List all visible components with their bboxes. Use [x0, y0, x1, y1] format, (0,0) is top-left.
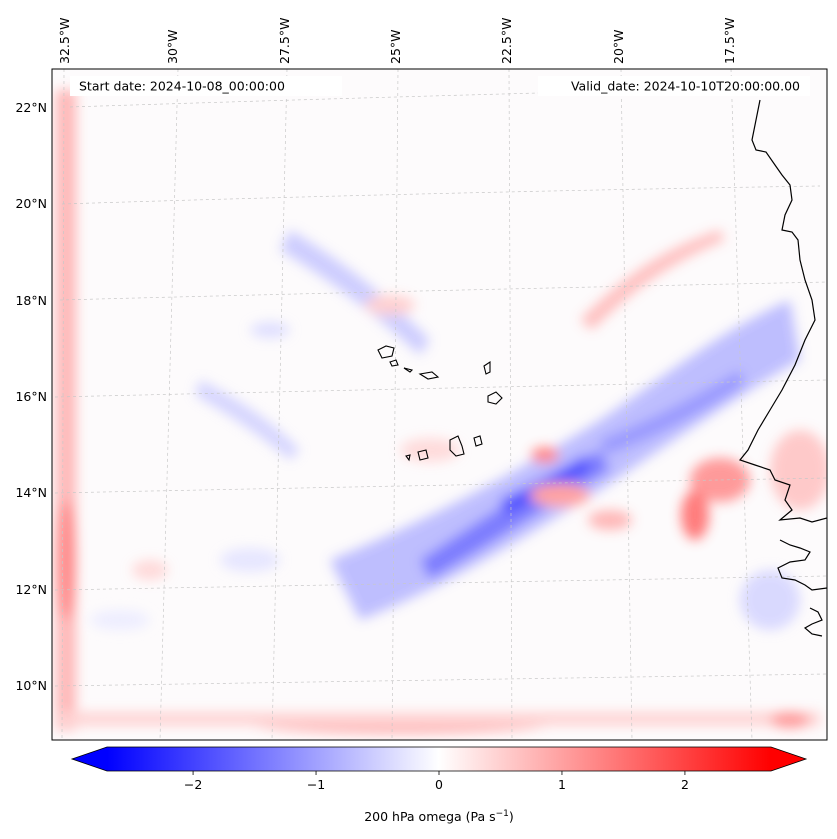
colorbar-label-text: 200 hPa omega (Pa s [364, 809, 495, 824]
lat-label: 20°N [15, 196, 47, 211]
coastline [738, 99, 827, 637]
colorbar-min-extend [72, 747, 107, 771]
left-edge-positive-band [56, 90, 76, 730]
lat-label: 16°N [15, 389, 47, 404]
lat-label: 22°N [15, 100, 47, 115]
lon-label: 27.5°W [277, 18, 292, 64]
colorbar-tick-label: −1 [307, 777, 325, 792]
lon-label: 32.5°W [57, 18, 72, 64]
start-date-label: Start date: 2024-10-08_00:00:00 [79, 79, 285, 94]
map-frame [51, 68, 828, 741]
map-panel: Start date: 2024-10-08_00:00:00 Valid_da… [52, 69, 827, 740]
colorbar-tick-label: 0 [435, 777, 443, 792]
latitude-labels: 22°N 20°N 18°N 16°N 14°N 12°N 10°N [15, 100, 47, 693]
valid-label-box [538, 76, 810, 96]
lon-label: 17.5°W [722, 18, 737, 64]
colorbar-label-close: ) [509, 809, 514, 824]
start-label-box [70, 76, 342, 96]
lat-label: 18°N [15, 293, 47, 308]
graticule [54, 69, 827, 740]
colorbar-label: 200 hPa omega (Pa s−1) [364, 809, 514, 824]
africa-coast [738, 99, 827, 523]
cape-verde-islands [377, 345, 503, 462]
colorbar-ticks: −2 −1 0 1 2 [184, 771, 689, 792]
colorbar-max-extend [771, 747, 806, 771]
longitude-labels: 32.5°W 30°W 27.5°W 25°W 22.5°W 20°W 17.5… [57, 18, 737, 64]
lon-label: 22.5°W [499, 18, 514, 64]
lat-label: 14°N [15, 485, 47, 500]
colorbar-gradient [107, 747, 771, 771]
ascent-band [330, 300, 800, 620]
lat-label: 10°N [15, 678, 47, 693]
lon-label: 30°W [165, 29, 180, 64]
valid-date-label: Valid_date: 2024-10-10T20:00:00.00 [571, 79, 800, 94]
lon-label: 25°W [388, 29, 403, 64]
lat-label: 12°N [15, 582, 47, 597]
colorbar-tick-label: 2 [681, 777, 689, 792]
colorbar-tick-label: 1 [558, 777, 566, 792]
colorbar: −2 −1 0 1 2 200 hPa omega (Pa s−1) [70, 746, 808, 824]
colorbar-tick-label: −2 [184, 777, 202, 792]
lon-label: 20°W [611, 29, 626, 64]
colorbar-label-exponent: −1 [496, 809, 509, 819]
colorbar-outline [70, 746, 808, 772]
